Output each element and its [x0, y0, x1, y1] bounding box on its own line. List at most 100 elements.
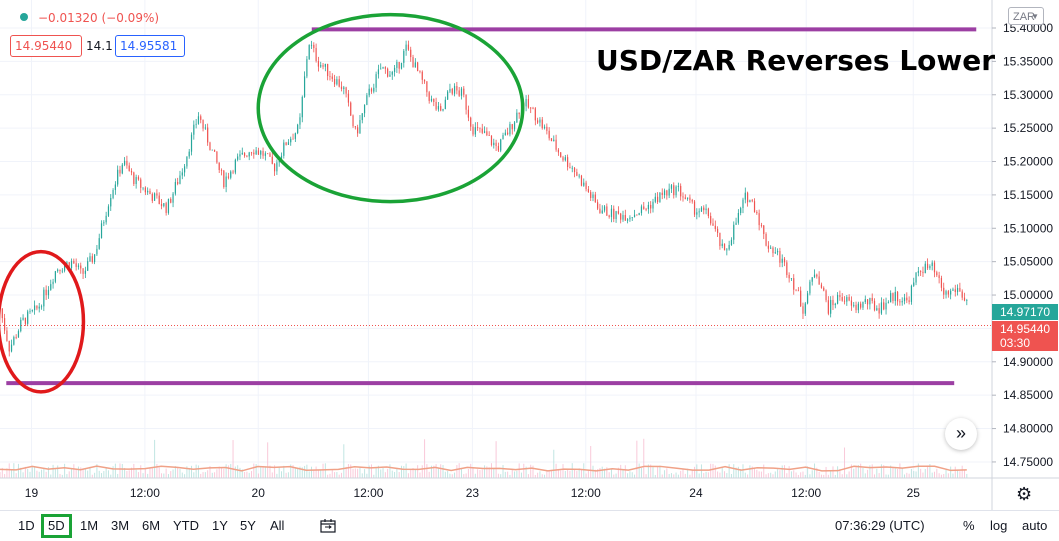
- candle-body: [77, 265, 80, 267]
- range-5y-button[interactable]: 5Y: [240, 518, 256, 533]
- volume-bar: [869, 465, 871, 478]
- volume-bar: [885, 474, 887, 478]
- volume-bar: [177, 467, 179, 478]
- scroll-to-realtime-button[interactable]: »: [945, 418, 977, 450]
- volume-bar: [511, 468, 513, 478]
- candle-body: [950, 290, 952, 295]
- candle-body: [486, 131, 488, 136]
- candle-body: [816, 274, 818, 277]
- candle-body: [894, 291, 896, 301]
- volume-bar: [790, 471, 792, 478]
- currency-selector-button[interactable]: ZAR ▼: [1008, 7, 1044, 25]
- volume-bar: [71, 468, 73, 478]
- volume-bar: [253, 463, 255, 478]
- range-1y-button[interactable]: 1Y: [212, 518, 228, 533]
- candle-body: [714, 225, 716, 229]
- volume-bar: [126, 470, 128, 478]
- candle-body: [483, 131, 486, 133]
- volume-bar: [700, 464, 702, 478]
- candle-body: [435, 101, 437, 110]
- volume-bar: [887, 474, 889, 478]
- gear-icon[interactable]: ⚙: [1016, 484, 1033, 504]
- candle-body: [885, 302, 887, 310]
- range-ytd-button[interactable]: YTD: [173, 518, 199, 533]
- candle-body: [516, 112, 518, 123]
- ask-price-box[interactable]: 14.95581: [115, 35, 185, 57]
- candle-body: [878, 308, 880, 314]
- volume-bar: [691, 469, 693, 478]
- candle-body: [601, 210, 603, 214]
- candle-body: [94, 254, 96, 263]
- volume-bar: [290, 464, 292, 478]
- volume-bar: [779, 470, 781, 478]
- candle-body: [864, 299, 866, 302]
- candle-body: [723, 243, 726, 251]
- candle-body: [772, 247, 774, 254]
- volume-bar: [414, 469, 416, 478]
- volume-bar: [444, 471, 446, 478]
- candle-body: [70, 260, 73, 269]
- candle-body: [64, 265, 66, 271]
- bid-price-box[interactable]: 14.95440: [10, 35, 82, 57]
- date-range-icon[interactable]: [320, 519, 336, 538]
- candle-body: [564, 157, 566, 161]
- volume-bar: [717, 471, 719, 478]
- range-3m-button[interactable]: 3M: [111, 518, 130, 533]
- range-5d-button[interactable]: 5D: [41, 514, 72, 538]
- candle-body: [396, 61, 398, 68]
- x-tick-label: 12:00: [353, 486, 383, 500]
- candle-body: [608, 215, 610, 217]
- range-6m-button[interactable]: 6M: [142, 518, 161, 533]
- range-1d-button[interactable]: 1D: [18, 518, 35, 533]
- candle-body: [59, 269, 61, 271]
- volume-bar: [340, 472, 342, 478]
- candle-body: [273, 163, 276, 172]
- candle-body: [50, 284, 52, 290]
- candle-body: [917, 271, 919, 273]
- utc-clock[interactable]: 07:36:29 (UTC): [835, 518, 925, 533]
- volume-bar: [546, 470, 548, 478]
- volume-bar: [726, 473, 728, 478]
- volume-bar: [11, 469, 13, 478]
- candle-body: [172, 193, 174, 203]
- candle-body: [495, 142, 497, 147]
- volume-bar: [834, 474, 836, 478]
- volume-bar: [957, 469, 959, 478]
- volume-bar: [703, 473, 705, 478]
- volume-bar: [675, 472, 677, 478]
- volume-bar: [906, 472, 908, 478]
- percent-scale-toggle[interactable]: %: [963, 518, 975, 533]
- range-1m-button[interactable]: 1M: [80, 518, 99, 533]
- volume-bar: [230, 463, 232, 478]
- candle-body: [57, 269, 59, 272]
- volume-bar: [793, 470, 795, 478]
- volume-bar: [571, 463, 573, 478]
- volume-bar: [574, 469, 576, 478]
- volume-bar: [647, 464, 649, 478]
- candle-body: [866, 299, 869, 305]
- volume-bar: [952, 473, 954, 478]
- candle-body: [207, 127, 209, 143]
- candle-body: [550, 138, 553, 142]
- candle-body: [225, 176, 227, 188]
- volume-bar: [207, 470, 209, 478]
- candle-body: [841, 297, 843, 301]
- volume-bar: [837, 466, 839, 478]
- candle-body: [880, 302, 883, 314]
- candle-body: [380, 68, 382, 70]
- candle-body: [597, 202, 599, 209]
- volume-bar: [241, 469, 243, 478]
- candle-body: [627, 219, 629, 221]
- volume-bar: [336, 472, 338, 478]
- volume-bar: [754, 467, 756, 478]
- volume-bar: [278, 466, 280, 478]
- volume-bar: [929, 463, 931, 478]
- log-scale-toggle[interactable]: log: [990, 518, 1008, 533]
- candle-body: [269, 153, 271, 157]
- candle-body: [393, 67, 396, 72]
- volume-bar: [569, 470, 571, 478]
- volume-bar: [373, 474, 375, 478]
- range-all-button[interactable]: All: [270, 518, 285, 533]
- auto-scale-toggle[interactable]: auto: [1022, 518, 1048, 533]
